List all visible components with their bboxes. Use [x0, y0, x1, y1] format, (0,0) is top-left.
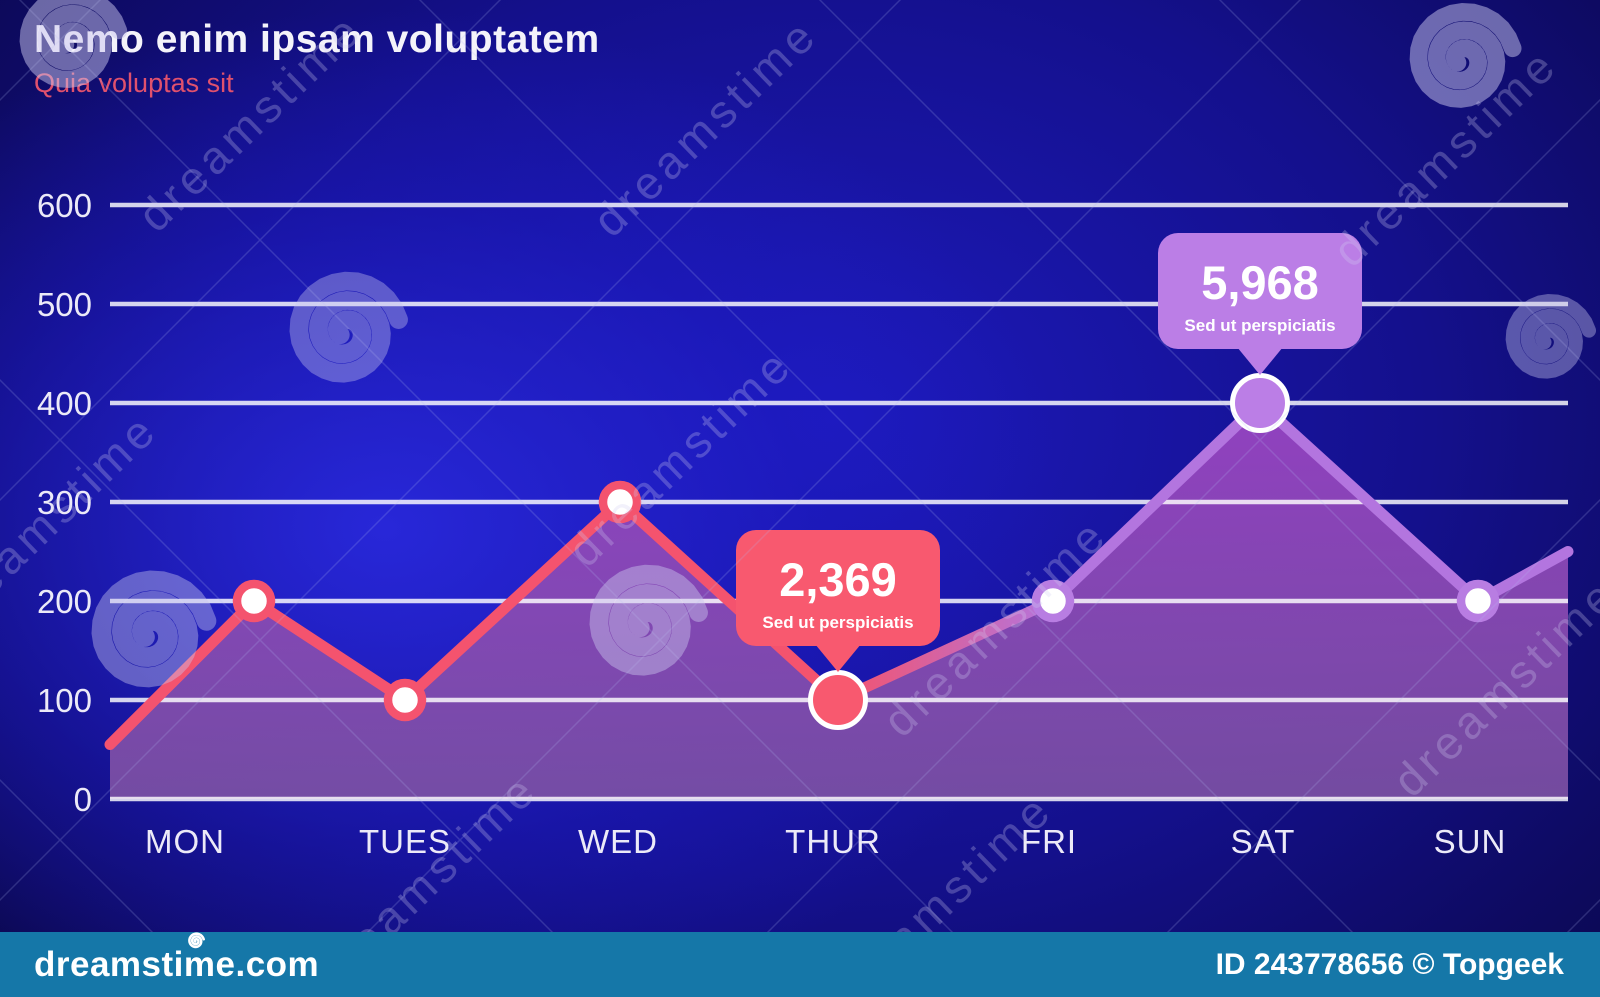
tooltip-tail: [815, 644, 861, 672]
data-point: [1456, 579, 1500, 623]
data-point: [232, 579, 276, 623]
page-title: Nemo enim ipsam voluptatem: [34, 18, 600, 61]
data-point-highlight: [808, 670, 868, 730]
spiral-icon: [188, 931, 205, 948]
tooltip-tail: [1237, 347, 1283, 375]
chart-header: Nemo enim ipsam voluptatem Quia voluptas…: [34, 18, 600, 99]
image-credit: ID 243778656 © Topgeek: [1215, 947, 1564, 981]
data-point-highlight: [1230, 373, 1290, 433]
x-tick-label: SAT: [1231, 823, 1296, 860]
y-tick-label: 300: [37, 484, 92, 521]
y-tick-label: 500: [37, 286, 92, 323]
tooltip-value: 2,369: [779, 553, 897, 606]
dreamstime-logo: dreamstime.com: [34, 931, 320, 985]
page-subtitle: Quia voluptas sit: [34, 68, 234, 98]
data-point: [598, 480, 642, 524]
data-point: [383, 678, 427, 722]
tooltip: 5,968 Sed ut perspiciatis: [1158, 233, 1362, 375]
watermark-footer-bar: dreamstime.com ID 243778656 © Topgeek: [0, 931, 1600, 997]
y-tick-label: 0: [74, 781, 92, 818]
tooltip-value: 5,968: [1201, 256, 1319, 309]
x-tick-label: WED: [578, 823, 658, 860]
x-tick-label: MON: [145, 823, 225, 860]
y-tick-label: 100: [37, 682, 92, 719]
tooltip-sublabel: Sed ut perspiciatis: [762, 613, 913, 632]
x-tick-label: SUN: [1434, 823, 1507, 860]
x-tick-label: TUES: [359, 823, 451, 860]
y-tick-label: 200: [37, 583, 92, 620]
y-tick-label: 400: [37, 385, 92, 422]
data-point: [1031, 579, 1075, 623]
tooltip-sublabel: Sed ut perspiciatis: [1184, 316, 1335, 335]
dreamstime-logo-text: dreamstime.com: [34, 944, 320, 984]
x-tick-label: FRI: [1021, 823, 1077, 860]
y-tick-label: 600: [37, 187, 92, 224]
x-tick-label: THUR: [785, 823, 881, 860]
